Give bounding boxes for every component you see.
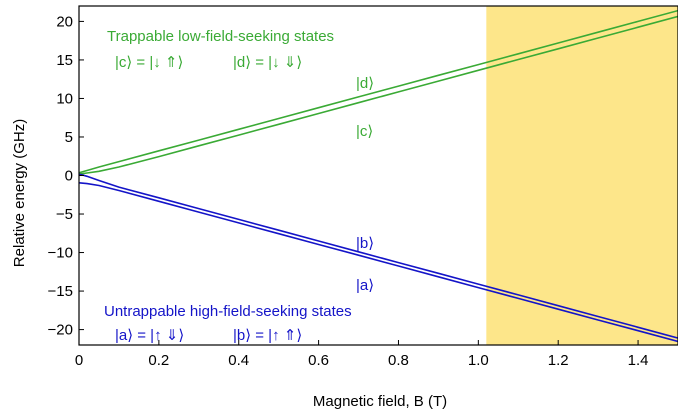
- series-line-3: [78, 182, 678, 343]
- state-d-label: |d⟩: [356, 75, 374, 92]
- y-tick-label: −5: [56, 206, 73, 223]
- shaded-region: [486, 6, 678, 345]
- x-tick-label: 0.6: [308, 352, 329, 369]
- x-tick-label: 1.2: [548, 352, 569, 369]
- y-tick-label: −10: [48, 245, 73, 262]
- y-tick-label: 10: [56, 90, 73, 107]
- series-line-1: [78, 15, 678, 175]
- y-tick-label: −15: [48, 283, 73, 300]
- y-tick-label: −20: [48, 322, 73, 339]
- x-tick-label: 0: [75, 352, 83, 369]
- trappable-title: Trappable low-field-seeking states: [107, 28, 334, 45]
- state-a-label: |a⟩: [356, 277, 374, 294]
- y-tick-label: 5: [65, 129, 73, 146]
- x-axis-title: Magnetic field, B (T): [313, 393, 447, 410]
- axis-ticks: 0 0.2 0.4 0.6 0.8 1.0 1.2 1.4 −20 −15 −10 −5 0 5 10 15 2…: [48, 13, 649, 369]
- series-line-2: [78, 173, 678, 339]
- y-tick-label: 20: [56, 13, 73, 30]
- state-a-definition: |a⟩ = |↑ ⇓⟩: [115, 327, 184, 344]
- state-c-definition: |c⟩ = |↓ ⇑⟩: [115, 54, 183, 71]
- x-tick-label: 0.8: [388, 352, 409, 369]
- untrappable-title: Untrappable high-field-seeking states: [104, 303, 352, 320]
- x-tick-label: 0.4: [228, 352, 249, 369]
- state-b-definition: |b⟩ = |↑ ⇑⟩: [233, 327, 302, 344]
- series-line-0: [78, 9, 678, 174]
- x-tick-label: 1.0: [468, 352, 489, 369]
- x-tick-label: 0.2: [148, 352, 169, 369]
- y-tick-label: 0: [65, 168, 73, 185]
- state-b-label: |b⟩: [356, 235, 374, 252]
- y-tick-label: 15: [56, 52, 73, 69]
- state-d-definition: |d⟩ = |↓ ⇓⟩: [233, 54, 302, 71]
- y-axis-title: Relative energy (GHz): [11, 119, 28, 267]
- x-tick-label: 1.4: [628, 352, 649, 369]
- state-c-label: |c⟩: [356, 123, 373, 140]
- series-lines: [78, 9, 678, 343]
